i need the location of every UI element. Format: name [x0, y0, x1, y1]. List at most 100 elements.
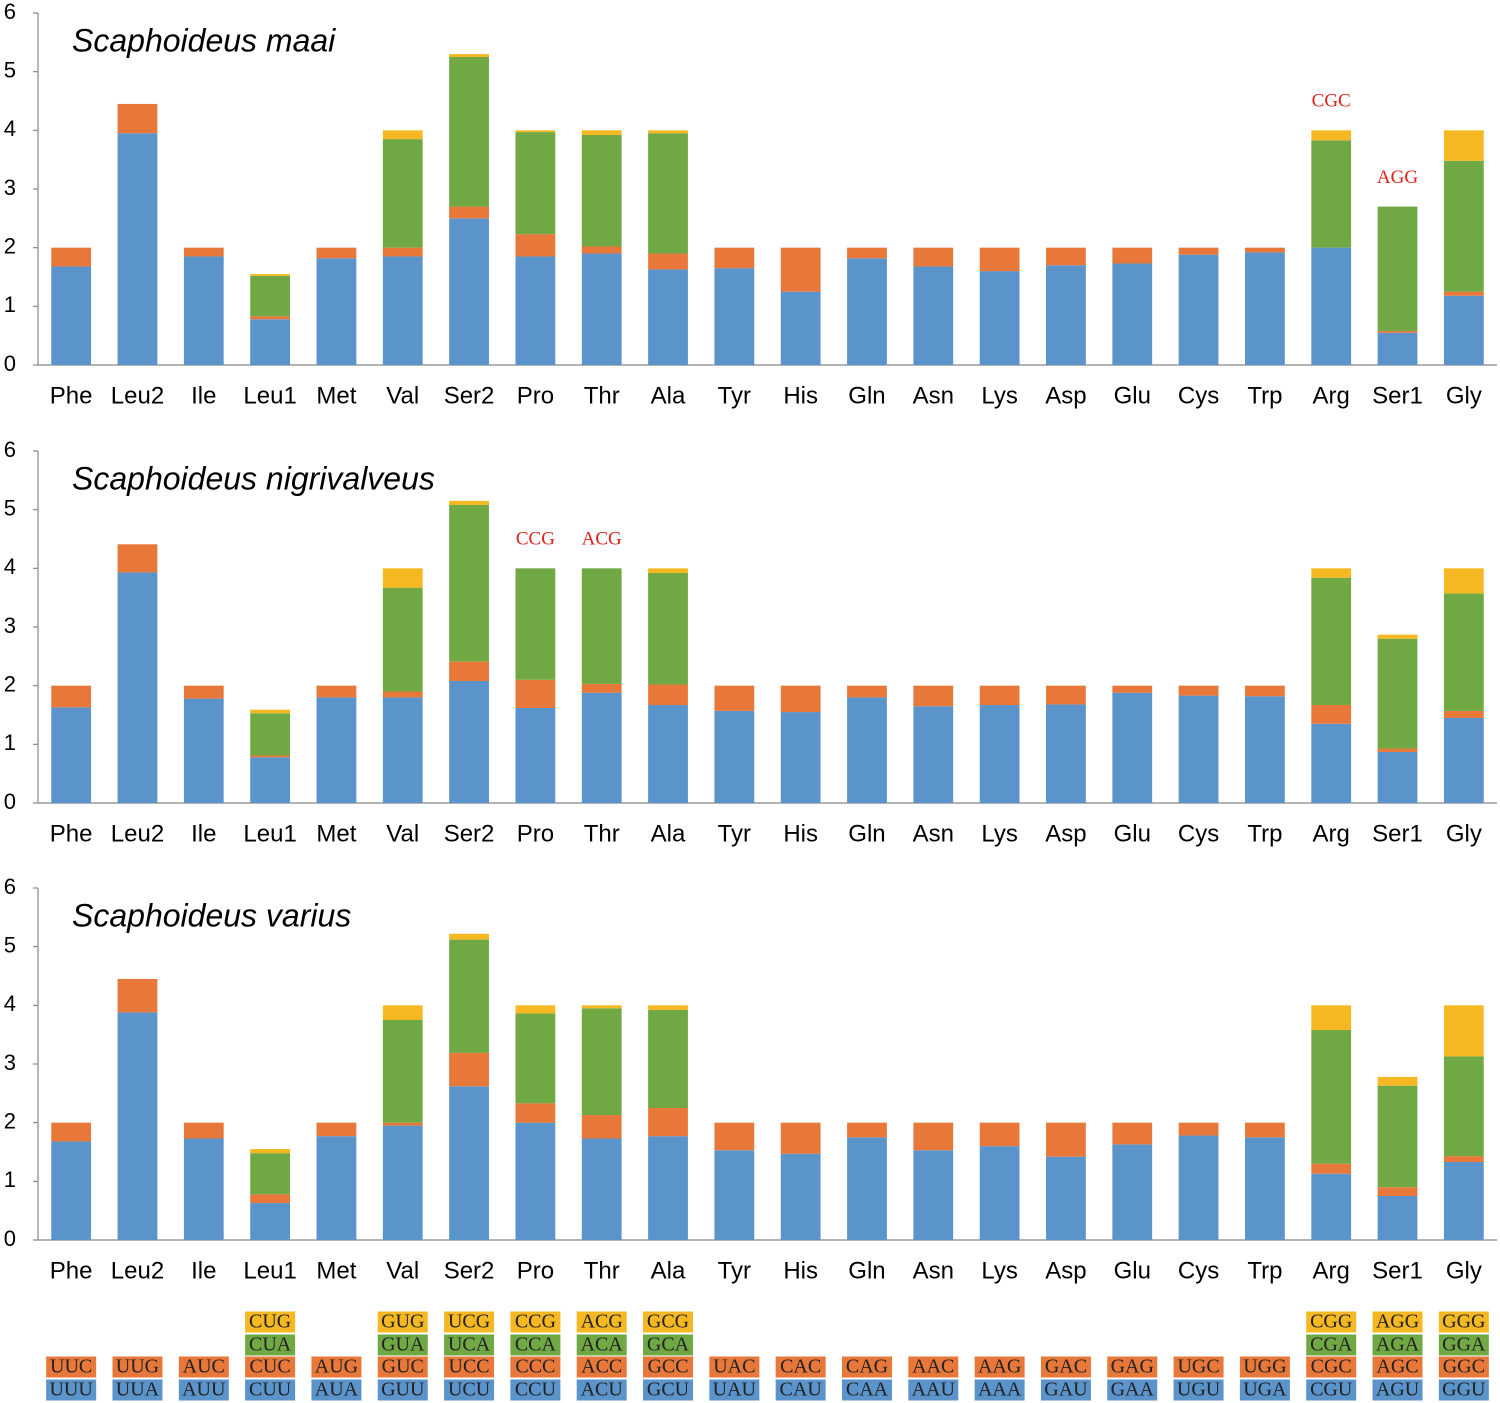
y-tick-label: 6: [4, 0, 16, 24]
codon-cell: [1372, 1334, 1423, 1356]
bar-segment: [581, 130, 622, 136]
y-tick-label: 0: [4, 351, 16, 376]
bar-segment: [1443, 1161, 1484, 1240]
codon-cell: [709, 1379, 760, 1401]
codon-label: AGG: [1376, 1311, 1419, 1333]
bar-segment: [1443, 710, 1484, 718]
bar-segment: [1178, 1135, 1219, 1240]
bar-segment: [1244, 252, 1285, 365]
codon-label: CUC: [250, 1356, 291, 1378]
bar-segment: [382, 1125, 423, 1240]
codon-label: ACC: [581, 1356, 622, 1378]
codon-cell: [510, 1379, 561, 1401]
bar-segment: [250, 1203, 291, 1240]
codon-label: UCC: [449, 1356, 490, 1378]
codon-cell: [377, 1311, 428, 1333]
annotation: CCG: [516, 529, 555, 550]
x-tick-label: Cys: [1178, 1257, 1219, 1284]
x-tick-label: Trp: [1247, 382, 1282, 409]
bar-segment: [382, 1020, 423, 1123]
bar-segment: [581, 253, 622, 365]
bar-segment: [51, 266, 92, 365]
codon-cell: [1306, 1356, 1357, 1378]
bar-segment: [648, 130, 688, 134]
bar-segment: [847, 1137, 887, 1240]
bar-segment: [1311, 577, 1352, 706]
codon-label: GCG: [647, 1311, 689, 1333]
bar-segment: [51, 707, 92, 803]
codon-label: UAC: [713, 1356, 755, 1378]
codon-label: CAU: [780, 1379, 823, 1401]
x-tick-label: Pro: [517, 820, 554, 847]
codon-label: UCA: [448, 1334, 491, 1356]
bar-segment: [1443, 1056, 1484, 1157]
bar-segment: [117, 1012, 158, 1240]
codon-label: AAC: [912, 1356, 954, 1378]
bar-segment: [581, 568, 622, 684]
x-tick-label: Leu2: [111, 382, 164, 409]
codon-cell: [576, 1311, 627, 1333]
codon-cell: [377, 1356, 428, 1378]
codon-label: UGA: [1243, 1379, 1287, 1401]
codon-label: AUU: [182, 1379, 226, 1401]
bar-segment: [1046, 247, 1086, 266]
x-tick-label: Glu: [1114, 1257, 1151, 1284]
bar-segment: [1046, 265, 1086, 365]
bar-segment: [250, 709, 291, 714]
x-tick-label: Ser2: [444, 382, 495, 409]
codon-label: CGC: [1311, 1356, 1352, 1378]
codon-cell: [576, 1334, 627, 1356]
bar-segment: [979, 705, 1020, 803]
codon-cell: [643, 1379, 694, 1401]
bar-segment: [1311, 1029, 1352, 1164]
bar-segment: [1046, 704, 1086, 803]
codon-label: AAA: [978, 1379, 1022, 1401]
x-tick-label: Met: [316, 1257, 356, 1284]
codon-cell: [576, 1356, 627, 1378]
bar-segment: [382, 691, 423, 698]
codon-cell: [576, 1379, 627, 1401]
codon-cell: [1107, 1379, 1158, 1401]
codon-label: UGU: [1177, 1379, 1221, 1401]
bar-segment: [382, 568, 423, 588]
codon-cell: [1438, 1311, 1489, 1333]
bar-segment: [714, 1122, 755, 1151]
bar-segment: [316, 258, 357, 365]
codon-label: AGU: [1376, 1379, 1420, 1401]
bar-segment: [714, 1150, 755, 1240]
codon-cell: [974, 1379, 1025, 1401]
bar-segment: [449, 500, 489, 505]
codon-label: UGG: [1243, 1356, 1286, 1378]
y-tick-label: 3: [4, 175, 16, 200]
codon-label: GCC: [647, 1356, 688, 1378]
codon-cell: [46, 1356, 97, 1378]
x-tick-label: Pro: [517, 382, 554, 409]
bar-segment: [1377, 1085, 1418, 1188]
x-tick-label: His: [783, 1257, 818, 1284]
bar-segment: [382, 697, 423, 803]
bar-segment: [1046, 1122, 1086, 1157]
y-tick-label: 5: [4, 57, 16, 82]
x-tick-label: Lys: [981, 820, 1017, 847]
codon-label: AGA: [1376, 1334, 1420, 1356]
codon-label: GGA: [1442, 1334, 1486, 1356]
y-tick-label: 0: [4, 789, 16, 814]
bar-segment: [1443, 1005, 1484, 1057]
x-tick-label: Ala: [651, 1257, 686, 1284]
codon-label: CCA: [515, 1334, 557, 1356]
codon-label: UUG: [116, 1356, 159, 1378]
bar-segment: [847, 258, 887, 365]
bar-segment: [1311, 140, 1352, 248]
codon-label: GCU: [647, 1379, 690, 1401]
codon-cell: [510, 1334, 561, 1356]
codon-cell: [444, 1311, 495, 1333]
x-tick-label: Lys: [981, 382, 1017, 409]
codon-label: UUU: [49, 1379, 93, 1401]
x-tick-label: Gly: [1446, 382, 1482, 409]
x-tick-label: Leu1: [243, 1257, 296, 1284]
codon-cell: [444, 1334, 495, 1356]
bar-segment: [1443, 593, 1484, 711]
bar-segment: [515, 132, 556, 235]
codon-label: AGC: [1376, 1356, 1418, 1378]
codon-cell: [1438, 1379, 1489, 1401]
